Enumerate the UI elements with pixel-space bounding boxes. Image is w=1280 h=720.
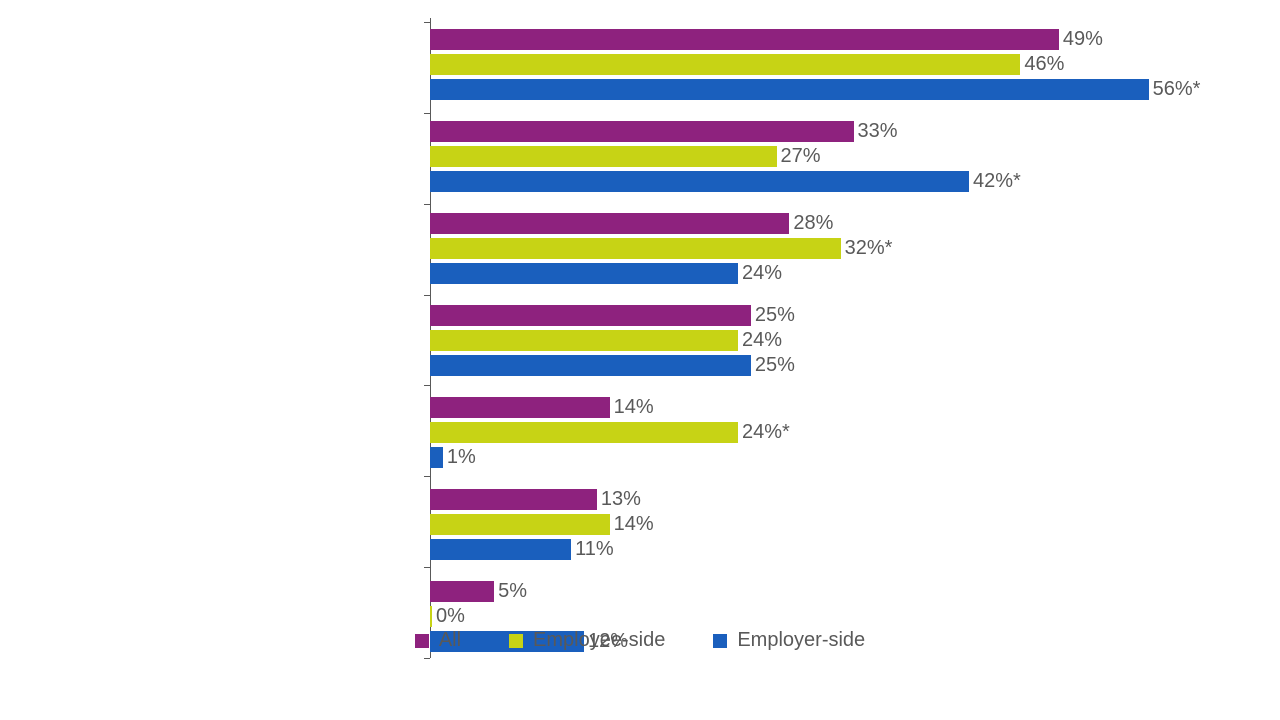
axis-tick	[424, 567, 430, 568]
axis-tick	[424, 113, 430, 114]
bar-value-label: 42%*	[973, 171, 1021, 192]
bar-value-label: 27%	[781, 146, 821, 167]
bar-value-label: 0%	[436, 606, 465, 627]
legend-swatch	[509, 634, 523, 648]
legend-item-employer: Employer-side	[713, 629, 865, 652]
bar-value-label: 13%	[601, 489, 641, 510]
bar-employee	[430, 330, 738, 351]
bar-employer	[430, 355, 751, 376]
bar-value-label: 25%	[755, 355, 795, 376]
bar-employer	[430, 263, 738, 284]
bar-value-label: 25%	[755, 305, 795, 326]
bar-value-label: 24%*	[742, 422, 790, 443]
bar-employee	[430, 238, 841, 259]
bar-employer	[430, 539, 571, 560]
legend-swatch	[713, 634, 727, 648]
bar-all	[430, 397, 610, 418]
bar-employee	[430, 146, 777, 167]
bar-value-label: 24%	[742, 330, 782, 351]
bar-value-label: 32%*	[845, 238, 893, 259]
bar-employer	[430, 171, 969, 192]
legend-label: Employee-side	[533, 629, 665, 652]
axis-tick	[424, 476, 430, 477]
bar-employee	[430, 54, 1020, 75]
bar-value-label: 1%	[447, 447, 476, 468]
legend-swatch	[415, 634, 429, 648]
bar-value-label: 14%	[614, 397, 654, 418]
legend-item-all: All	[415, 629, 461, 652]
bar-employer	[430, 447, 443, 468]
bar-all	[430, 581, 494, 602]
bar-all	[430, 213, 789, 234]
bar-chart: Discussed the problem with management/ e…	[70, 18, 1210, 658]
bar-employee	[430, 606, 432, 627]
bar-value-label: 49%	[1063, 29, 1103, 50]
bar-all	[430, 305, 751, 326]
axis-tick	[424, 385, 430, 386]
bar-employee	[430, 514, 610, 535]
bar-value-label: 28%	[793, 213, 833, 234]
bar-employee	[430, 422, 738, 443]
bar-value-label: 24%	[742, 263, 782, 284]
bar-all	[430, 489, 597, 510]
axis-tick	[424, 658, 430, 659]
bar-all	[430, 121, 854, 142]
bar-value-label: 33%	[858, 121, 898, 142]
bar-value-label: 11%	[575, 539, 614, 560]
axis-tick	[424, 295, 430, 296]
bar-all	[430, 29, 1059, 50]
bar-value-label: 5%	[498, 581, 527, 602]
legend: All Employee-side Employer-side	[70, 629, 1210, 652]
legend-label: All	[439, 629, 461, 652]
axis-tick	[424, 204, 430, 205]
bar-value-label: 46%	[1024, 54, 1064, 75]
legend-label: Employer-side	[737, 629, 865, 652]
axis-tick	[424, 22, 430, 23]
bar-employer	[430, 79, 1149, 100]
bar-value-label: 56%*	[1153, 79, 1201, 100]
legend-item-employee: Employee-side	[509, 629, 665, 652]
bar-value-label: 14%	[614, 514, 654, 535]
